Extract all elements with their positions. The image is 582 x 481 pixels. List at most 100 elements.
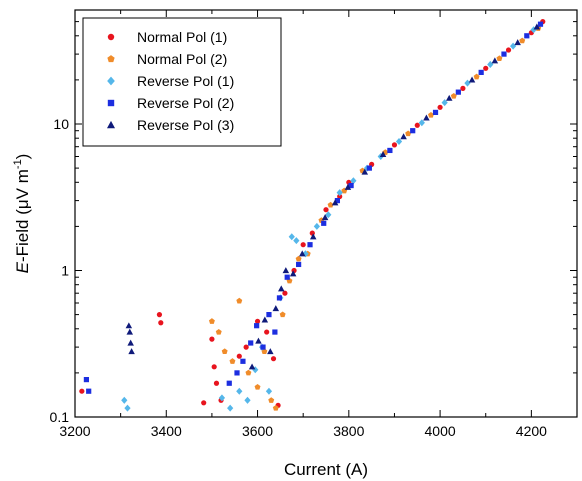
data-point [265, 387, 273, 395]
data-point [460, 85, 466, 91]
data-point [491, 57, 499, 64]
x-tick-label: 3600 [242, 423, 273, 439]
data-point [261, 316, 269, 323]
data-point [240, 358, 246, 364]
data-point [243, 344, 249, 350]
data-point [227, 404, 234, 412]
data-point [268, 397, 275, 403]
data-point [327, 201, 334, 208]
legend-label: Reverse Pol (2) [137, 95, 234, 111]
legend-marker [107, 99, 115, 107]
data-point [300, 242, 306, 248]
data-point [337, 193, 343, 200]
y-tick-label: 10 [53, 116, 69, 132]
data-point [537, 21, 544, 27]
series-4 [83, 21, 544, 394]
data-point [211, 364, 217, 370]
data-point [331, 199, 339, 206]
data-point [278, 285, 285, 292]
data-points [79, 19, 546, 412]
data-point [209, 336, 215, 342]
data-point [309, 230, 315, 236]
data-point [464, 79, 471, 87]
y-axis-title-superscript: -1 [12, 159, 24, 169]
x-tick-label: 4000 [425, 423, 456, 439]
y-axis-title-italic: E [13, 261, 32, 273]
data-point [264, 329, 270, 335]
data-point [496, 55, 503, 62]
data-point [321, 220, 327, 226]
data-point [254, 323, 260, 329]
data-point [473, 73, 480, 80]
data-point [323, 207, 329, 213]
data-point [261, 348, 268, 355]
data-point [350, 177, 357, 185]
data-point [215, 328, 222, 335]
data-point [325, 211, 332, 219]
data-point [395, 137, 403, 145]
data-point [276, 295, 283, 301]
data-point [213, 380, 220, 386]
data-point [387, 147, 393, 154]
data-point [366, 165, 372, 171]
data-point [156, 312, 163, 318]
y-axis-title: E-Field (μV m-1) [12, 154, 32, 274]
data-point [468, 76, 476, 83]
data-point [455, 89, 461, 95]
x-tick-label: 4200 [516, 423, 547, 439]
data-point [218, 394, 226, 402]
data-point [284, 274, 290, 280]
data-point [124, 404, 131, 412]
data-point [533, 23, 541, 30]
data-point [236, 387, 243, 395]
data-point [309, 233, 317, 240]
data-point [236, 297, 243, 304]
data-point [437, 104, 443, 110]
data-point [272, 404, 279, 411]
data-point [524, 33, 530, 39]
data-point [348, 182, 354, 189]
data-point [414, 122, 420, 128]
data-point [405, 130, 412, 137]
x-tick-label: 3200 [59, 423, 90, 439]
data-point [158, 320, 164, 326]
data-point [321, 214, 329, 221]
data-point [313, 222, 320, 230]
data-point [255, 337, 262, 344]
data-point [289, 270, 297, 277]
data-point [293, 237, 300, 245]
legend-label: Normal Pol (2) [137, 51, 227, 67]
axis-ticks [74, 9, 577, 418]
data-point [487, 60, 494, 68]
data-point [248, 340, 254, 346]
data-point [379, 151, 387, 158]
data-point [282, 267, 290, 274]
x-tick-label: 3400 [151, 423, 182, 439]
legend-marker [107, 33, 115, 41]
data-point [267, 348, 274, 355]
data-point [125, 322, 133, 329]
legend-label: Normal Pol (1) [137, 29, 227, 45]
data-point [201, 400, 207, 406]
legend-label: Reverse Pol (1) [137, 73, 234, 89]
legend-label: Reverse Pol (3) [137, 117, 234, 133]
data-point [254, 318, 261, 324]
data-point [79, 388, 85, 394]
data-point [121, 396, 128, 404]
data-point [248, 363, 256, 370]
data-point [410, 128, 416, 134]
y-axis-title-close: ) [13, 154, 32, 160]
data-point [514, 39, 521, 46]
x-tick-labels: 3200 3400 3600 3800 4000 4200 [59, 423, 547, 439]
data-point [450, 93, 457, 99]
data-point [128, 348, 135, 355]
data-point [344, 183, 352, 190]
y-tick-label: 0.1 [50, 409, 70, 425]
data-point [86, 388, 92, 394]
plot-frame [74, 9, 578, 418]
data-point [505, 47, 512, 53]
legend-marker [107, 55, 115, 63]
data-point [244, 396, 251, 404]
series-5 [125, 23, 541, 370]
